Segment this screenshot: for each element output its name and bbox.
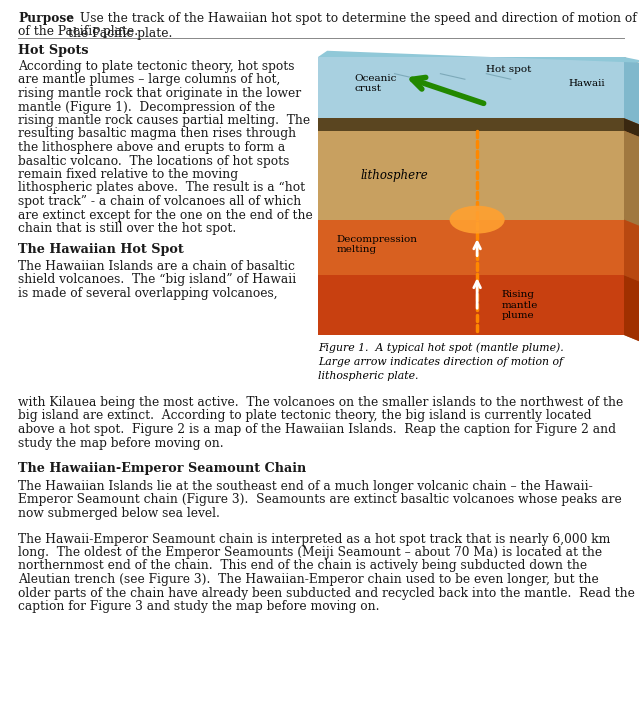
Text: the lithosphere above and erupts to form a: the lithosphere above and erupts to form… — [18, 141, 285, 154]
Text: big island are extinct.  According to plate tectonic theory, the big island is c: big island are extinct. According to pla… — [18, 409, 592, 423]
Text: lithosphere: lithosphere — [361, 169, 429, 182]
Text: :  Use the track of the Hawaiian hot spot to determine the speed and direction o: : Use the track of the Hawaiian hot spot… — [68, 12, 636, 40]
Bar — [318, 131, 624, 219]
Bar — [318, 275, 624, 335]
Text: with Kilauea being the most active.  The volcanoes on the smaller islands to the: with Kilauea being the most active. The … — [18, 396, 623, 409]
Text: chain that is still over the hot spot.: chain that is still over the hot spot. — [18, 222, 236, 235]
Polygon shape — [624, 131, 639, 232]
Text: are mantle plumes – large columns of hot,: are mantle plumes – large columns of hot… — [18, 74, 281, 86]
Text: basaltic volcano.  The locations of hot spots: basaltic volcano. The locations of hot s… — [18, 154, 289, 168]
Text: rising mantle rock that originate in the lower: rising mantle rock that originate in the… — [18, 87, 301, 100]
Text: Hawaii: Hawaii — [569, 79, 606, 88]
Text: The Hawaii-Emperor Seamount chain is interpreted as a hot spot track that is nea: The Hawaii-Emperor Seamount chain is int… — [18, 532, 610, 545]
Polygon shape — [624, 57, 639, 348]
Text: lithospheric plates above.  The result is a “hot: lithospheric plates above. The result is… — [18, 181, 305, 195]
Text: According to plate tectonic theory, hot spots: According to plate tectonic theory, hot … — [18, 60, 295, 73]
Text: rising mantle rock causes partial melting.  The: rising mantle rock causes partial meltin… — [18, 114, 310, 127]
Polygon shape — [318, 51, 639, 63]
Text: Emperor Seamount chain (Figure 3).  Seamounts are extinct basaltic volcanoes who: Emperor Seamount chain (Figure 3). Seamo… — [18, 493, 622, 506]
Polygon shape — [624, 275, 639, 348]
Text: Figure 1.  A typical hot spot (mantle plume).
Large arrow indicates direction of: Figure 1. A typical hot spot (mantle plu… — [318, 342, 564, 381]
Ellipse shape — [450, 206, 505, 234]
Text: Purpose: Purpose — [18, 12, 74, 25]
Polygon shape — [624, 57, 639, 131]
Bar — [318, 57, 624, 118]
Text: long.  The oldest of the Emperor Seamounts (Meiji Seamount – about 70 Ma) is loc: long. The oldest of the Emperor Seamount… — [18, 546, 602, 559]
Bar — [318, 118, 624, 131]
Text: remain fixed relative to the moving: remain fixed relative to the moving — [18, 168, 238, 181]
Text: study the map before moving on.: study the map before moving on. — [18, 437, 224, 450]
Bar — [318, 57, 624, 335]
Text: older parts of the chain have already been subducted and recycled back into the : older parts of the chain have already be… — [18, 586, 635, 600]
Text: Rising
mantle
plume: Rising mantle plume — [502, 290, 538, 320]
Text: northernmost end of the chain.  This end of the chain is actively being subducte: northernmost end of the chain. This end … — [18, 559, 587, 573]
Text: caption for Figure 3 and study the map before moving on.: caption for Figure 3 and study the map b… — [18, 600, 380, 613]
Text: of the Pacific plate.: of the Pacific plate. — [18, 25, 138, 38]
Text: Aleutian trench (see Figure 3).  The Hawaiian-Emperor chain used to be even long: Aleutian trench (see Figure 3). The Hawa… — [18, 573, 599, 586]
Text: Hot spot: Hot spot — [486, 65, 532, 74]
Text: are extinct except for the one on the end of the: are extinct except for the one on the en… — [18, 208, 312, 222]
Text: now submerged below sea level.: now submerged below sea level. — [18, 507, 220, 520]
Bar — [318, 219, 624, 275]
Text: resulting basaltic magma then rises through: resulting basaltic magma then rises thro… — [18, 127, 296, 140]
Text: The Hawaiian Islands are a chain of basaltic: The Hawaiian Islands are a chain of basa… — [18, 260, 295, 273]
Text: is made of several overlapping volcanoes,: is made of several overlapping volcanoes… — [18, 287, 277, 299]
Text: mantle (Figure 1).  Decompression of the: mantle (Figure 1). Decompression of the — [18, 101, 275, 113]
Text: Oceanic
crust: Oceanic crust — [355, 74, 397, 93]
Text: The Hawaiian Islands lie at the southeast end of a much longer volcanic chain – : The Hawaiian Islands lie at the southeas… — [18, 480, 593, 493]
Text: Decompression
melting: Decompression melting — [336, 235, 417, 254]
Text: above a hot spot.  Figure 2 is a map of the Hawaiian Islands.  Reap the caption : above a hot spot. Figure 2 is a map of t… — [18, 423, 616, 436]
Text: Hot Spots: Hot Spots — [18, 44, 88, 57]
Text: The Hawaiian-Emperor Seamount Chain: The Hawaiian-Emperor Seamount Chain — [18, 462, 306, 475]
Polygon shape — [624, 219, 639, 287]
Text: shield volcanoes.  The “big island” of Hawaii: shield volcanoes. The “big island” of Ha… — [18, 273, 296, 286]
Text: spot track” - a chain of volcanoes all of which: spot track” - a chain of volcanoes all o… — [18, 195, 301, 208]
Text: The Hawaiian Hot Spot: The Hawaiian Hot Spot — [18, 244, 184, 256]
Polygon shape — [624, 118, 639, 143]
